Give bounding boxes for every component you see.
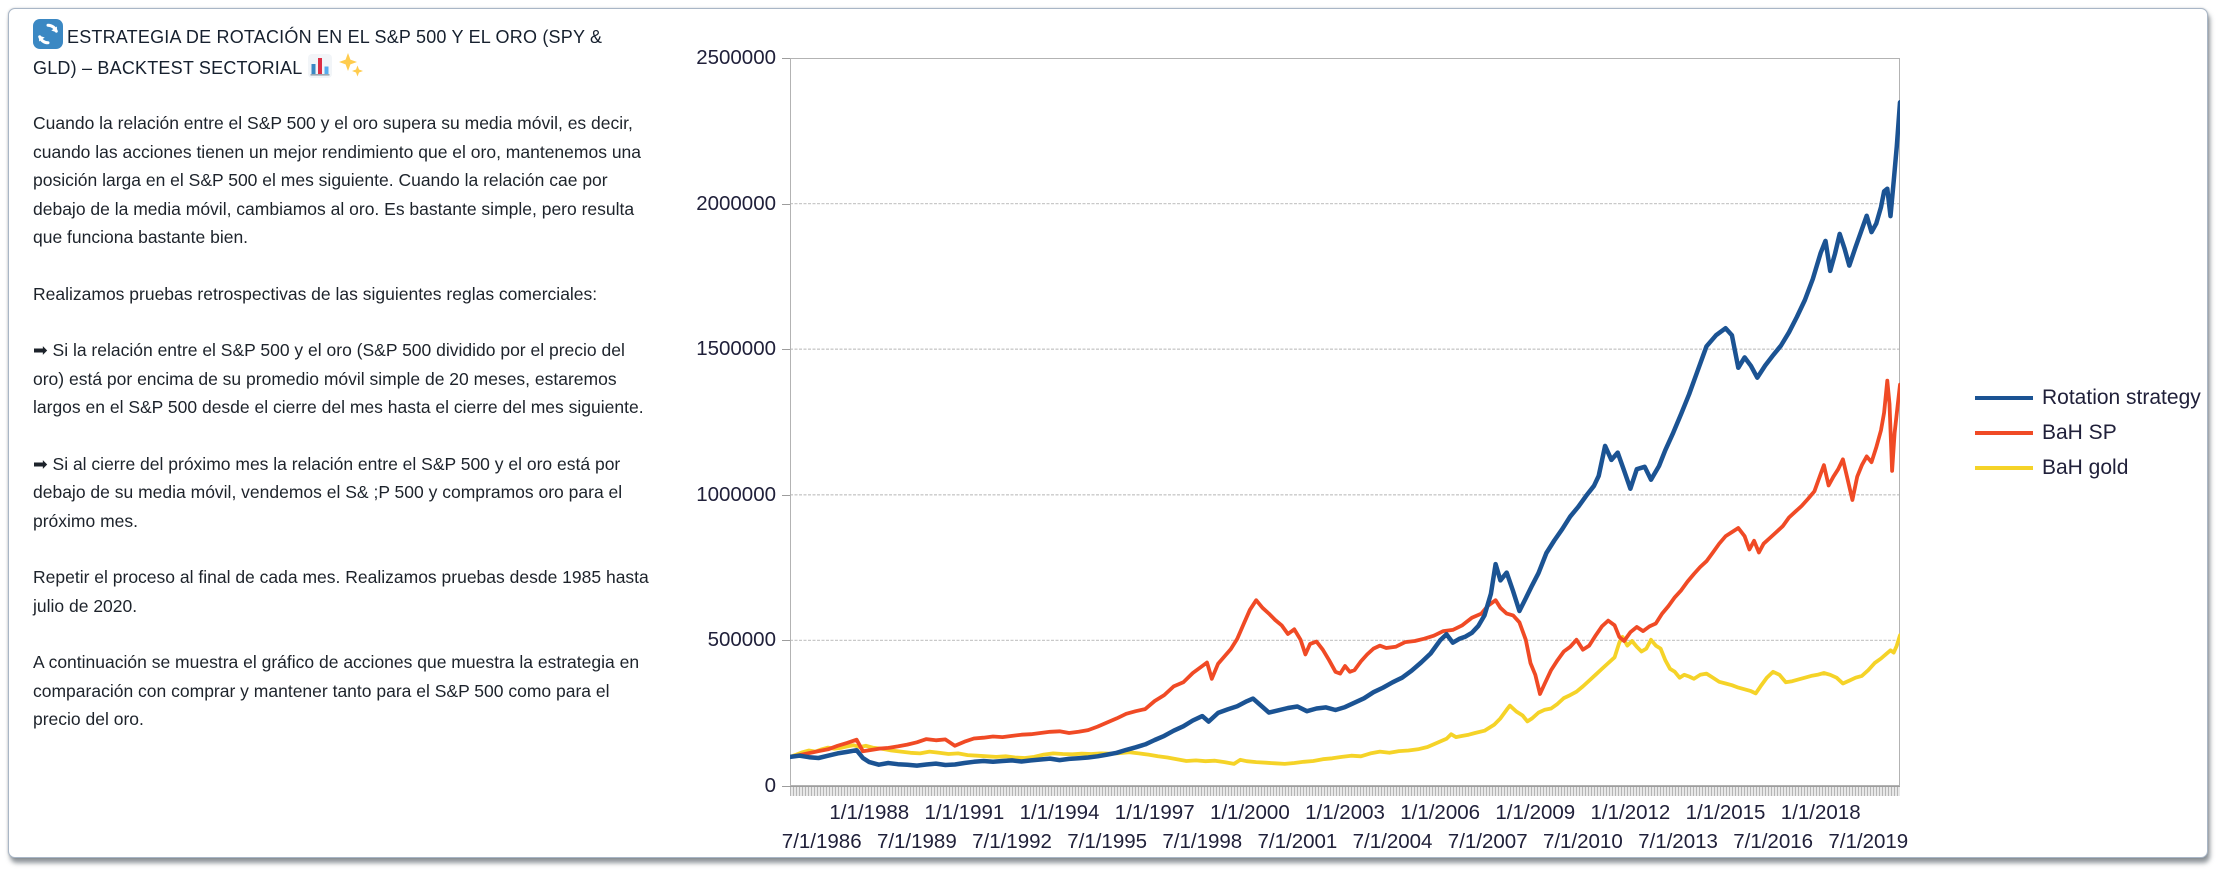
content-card: ESTRATEGIA DE ROTACIÓN EN EL S&P 500 Y E… [8,8,2208,858]
y-axis-tick-mark [782,349,790,351]
intro-paragraphs: Cuando la relación entre el S&P 500 y el… [33,109,651,734]
x-axis-tick-label: 7/1/1995 [1067,830,1148,853]
x-axis-tick-label: 1/1/2006 [1400,801,1481,824]
y-axis-tick-label: 2500000 [696,46,776,69]
rotation-line-swatch [1975,395,2033,400]
y-axis-tick-label: 0 [764,774,776,797]
paragraph-2: Realizamos pruebas retrospectivas de las… [33,283,598,304]
y-axis-tick-label: 1000000 [696,482,776,506]
x-axis-tick-label: 1/1/1997 [1114,801,1195,824]
legend-label: Rotation strategy [2042,385,2201,409]
y-axis-tick-label: 2000000 [696,191,776,215]
page-title: ESTRATEGIA DE ROTACIÓN EN EL S&P 500 Y E… [33,19,651,83]
series-line-rotation-strategy [790,100,1900,768]
y-axis-tick-label: 1500000 [696,337,776,361]
x-axis-tick-label: 1/1/2003 [1305,801,1385,824]
paragraph-rule-2: ➡ Si al cierre del próximo mes la relaci… [33,453,623,531]
x-axis-tick-label: 1/1/2000 [1209,801,1290,824]
y-axis-tick-mark [782,58,790,59]
x-axis-tick-label: 7/1/2004 [1352,830,1433,853]
x-axis-tick-label: 1/1/2018 [1780,801,1861,824]
x-axis-tick-label: 1/1/1994 [1019,801,1100,824]
x-axis-tick-label: 7/1/2007 [1447,830,1528,853]
sparkles-icon [338,52,364,78]
x-axis-tick-label: 1/1/2009 [1495,801,1576,824]
y-axis-tick-label: 500000 [707,628,776,652]
series-line-bah-gold [790,633,1900,766]
paragraph-5: Repetir el proceso al final de cada mes.… [33,567,649,616]
y-axis-tick-mark [782,494,790,496]
x-axis-tick-label: 7/1/1992 [972,830,1052,853]
plot-border [790,58,1900,786]
x-axis-tick-label: 7/1/2001 [1257,830,1338,853]
x-axis-tick-label: 1/1/2012 [1590,801,1671,824]
bar-chart-icon [308,54,333,78]
y-axis-tick-mark [782,640,790,642]
x-axis-tick-label: 7/1/2013 [1638,830,1718,853]
legend-item-bah-sp: BaH SP [1975,415,2201,450]
legend-label: BaH SP [2042,420,2117,444]
x-axis-tick-label: 7/1/1998 [1162,830,1243,853]
x-axis-tick-label: 1/1/1991 [924,801,1005,824]
page-title-text: ESTRATEGIA DE ROTACIÓN EN EL S&P 500 Y E… [33,27,603,78]
x-axis-tick-label: 7/1/2019 [1828,830,1909,853]
x-axis-tick-label: 1/1/1988 [829,801,910,824]
bah-sp-line-swatch [1975,430,2033,435]
x-axis-tick-label: 7/1/1989 [876,830,957,853]
x-axis-tick-label: 7/1/2010 [1542,830,1623,853]
refresh-icon [33,19,63,49]
legend-item-rotation: Rotation strategy [1975,380,2201,415]
plot-area [790,58,1900,786]
x-axis-tick-label: 7/1/1986 [781,830,862,853]
x-axis-tick-label: 1/1/2015 [1685,801,1766,824]
x-axis-minor-ticks [790,786,1900,796]
x-axis-tick-label: 7/1/2016 [1733,830,1814,853]
series-line-bah-sp [790,378,1900,759]
legend-item-bah-gold: BaH gold [1975,450,2201,485]
chart-legend: Rotation strategy BaH SP BaH gold [1975,380,2201,485]
legend-label: BaH gold [2042,455,2129,479]
intro-column: ESTRATEGIA DE ROTACIÓN EN EL S&P 500 Y E… [33,19,651,734]
paragraph-rule-1: ➡ Si la relación entre el S&P 500 y el o… [33,340,644,417]
bah-gold-line-swatch [1975,465,2033,470]
y-axis-tick-mark [782,203,790,205]
paragraph-1: Cuando la relación entre el S&P 500 y el… [33,113,642,247]
y-axis-tick-mark [782,786,790,787]
paragraph-6: A continuación se muestra el gráfico de … [33,652,640,729]
